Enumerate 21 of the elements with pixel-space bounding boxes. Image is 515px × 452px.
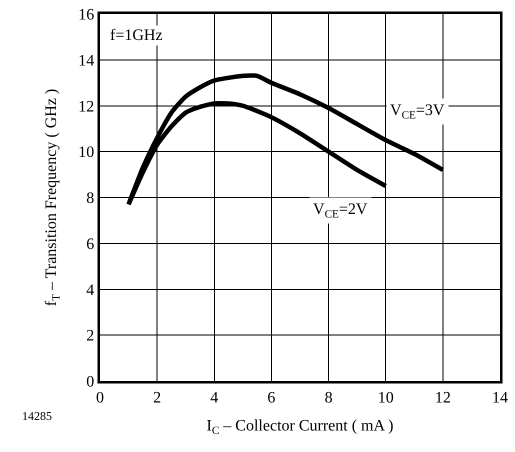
y-tick-label: 12 <box>78 98 94 116</box>
annotation: f=1GHz <box>110 27 163 44</box>
y-tick-label: 6 <box>86 236 94 253</box>
y-tick-label: 2 <box>86 328 94 345</box>
x-axis-title: I$_{C}$ – Collector Current ( mA ) <box>206 418 394 438</box>
x-tick-label: 8 <box>324 390 333 407</box>
x-tick-label: 10 <box>378 390 394 407</box>
text: 14285 <box>22 409 52 423</box>
x-tick-label: 14 <box>492 390 508 407</box>
series-label: V$_{CE}$=3V <box>390 102 445 122</box>
x-tick-label: 2 <box>153 390 162 407</box>
x-tick-label: 6 <box>267 390 276 407</box>
y-tick-label: 0 <box>86 374 94 391</box>
y-tick-label: 16 <box>78 6 94 24</box>
x-tick-label: 4 <box>210 390 218 407</box>
y-tick-label: 10 <box>78 144 94 162</box>
y-tick-label: 14 <box>78 52 94 70</box>
y-tick-label: 4 <box>86 282 94 299</box>
series-label: V$_{CE}$=2V <box>313 201 368 220</box>
y-tick-label: 8 <box>86 190 94 208</box>
x-tick-label: 12 <box>434 390 451 407</box>
